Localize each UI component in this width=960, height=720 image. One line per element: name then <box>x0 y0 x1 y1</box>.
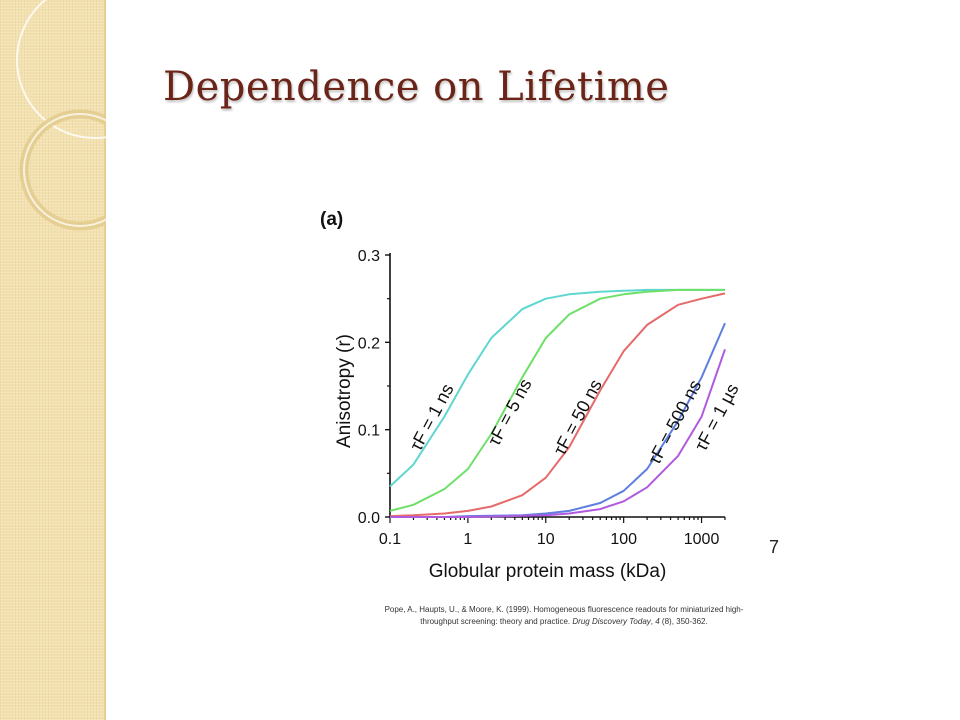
x-axis-label: Globular protein mass (kDa) <box>429 561 667 582</box>
citation-volume: 4 <box>655 617 660 626</box>
slide-title: Dependence on Lifetime <box>163 64 670 110</box>
decorative-ring-small <box>19 109 106 231</box>
citation-separator: , <box>650 617 656 626</box>
x-tick-label: 0.1 <box>379 531 401 548</box>
citation-authors-title: Pope, A., Haupts, U., & Moore, K. (1999)… <box>384 605 744 626</box>
decorative-side-band <box>0 0 106 720</box>
x-tick-label: 100 <box>610 531 637 548</box>
x-tick-label: 1 <box>463 531 472 548</box>
y-tick-label: 0.2 <box>358 335 380 352</box>
chart-panel-label: (a) <box>320 209 343 230</box>
slide-number: 7 <box>769 537 780 557</box>
series-line-5 <box>390 348 726 518</box>
chart-panel: (a) 0.0 0.1 0.2 0.3 0.1 1 10 100 1000 Globular pro… <box>300 195 750 599</box>
decorative-ring-large <box>16 0 106 139</box>
series-label-4: τF = 500 ns <box>644 377 705 468</box>
citation: Pope, A., Haupts, U., & Moore, K. (1999)… <box>366 604 762 628</box>
y-tick-label: 0.0 <box>358 510 380 527</box>
citation-journal: Drug Discovery Today <box>572 617 651 626</box>
citation-issue-pages: (8), 350-362. <box>659 617 708 626</box>
y-tick-label: 0.1 <box>358 423 380 440</box>
series-label-3: τF = 50 ns <box>549 376 605 458</box>
y-axis-label: Anisotropy (r) <box>334 334 355 448</box>
series-line-3 <box>389 292 726 518</box>
decorative-rings <box>16 0 106 231</box>
x-tick-label: 1000 <box>684 531 720 548</box>
series-line-2 <box>389 288 725 512</box>
series-label-1: τF = 1 ns <box>406 380 458 454</box>
y-tick-label: 0.3 <box>358 248 380 265</box>
series-label-2: τF = 5 ns <box>484 375 536 449</box>
anisotropy-chart: (a) 0.0 0.1 0.2 0.3 0.1 1 10 100 1000 Globular pro… <box>320 209 743 582</box>
x-tick-label: 10 <box>537 531 555 548</box>
decorative-ring-highlight <box>23 113 106 227</box>
